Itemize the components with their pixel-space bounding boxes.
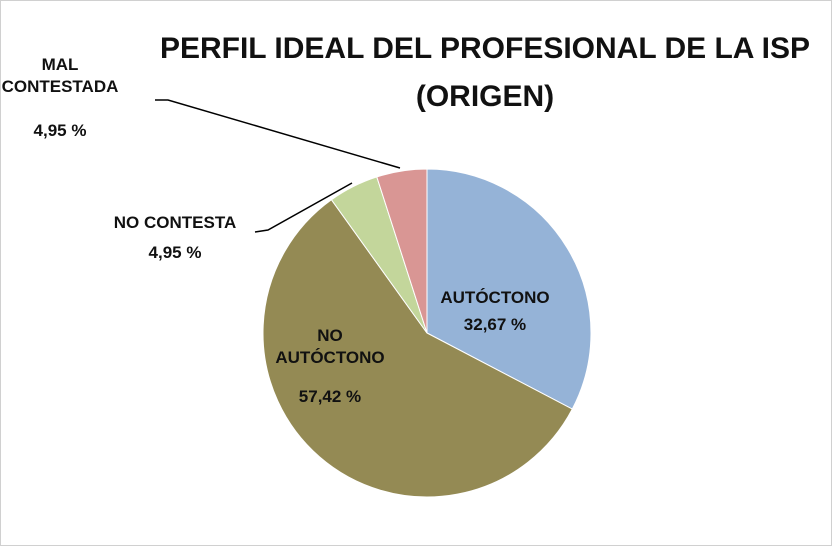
pie-slice [262, 199, 573, 498]
pie-slice [426, 168, 592, 410]
slice-value-label: 32,67 % [463, 315, 527, 334]
slice-label: NO AUTÓCTONO [275, 326, 385, 367]
slice-label: MAL CONTESTADA [1, 55, 119, 96]
leader-line [155, 99, 401, 169]
pie-slice [376, 168, 428, 334]
slice-value-label: 57,42 % [298, 387, 362, 406]
slice-value-label: 4,95 % [148, 243, 202, 262]
slice-value-label: 4,95 % [33, 121, 87, 140]
slice-label: AUTÓCTONO [440, 288, 550, 307]
slice-label: NO CONTESTA [113, 213, 237, 232]
leader-line [254, 182, 353, 233]
chart-title: (ORIGEN) [415, 80, 555, 113]
chart-title: PERFIL IDEAL DEL PROFESIONAL DE LA ISP [159, 32, 811, 65]
